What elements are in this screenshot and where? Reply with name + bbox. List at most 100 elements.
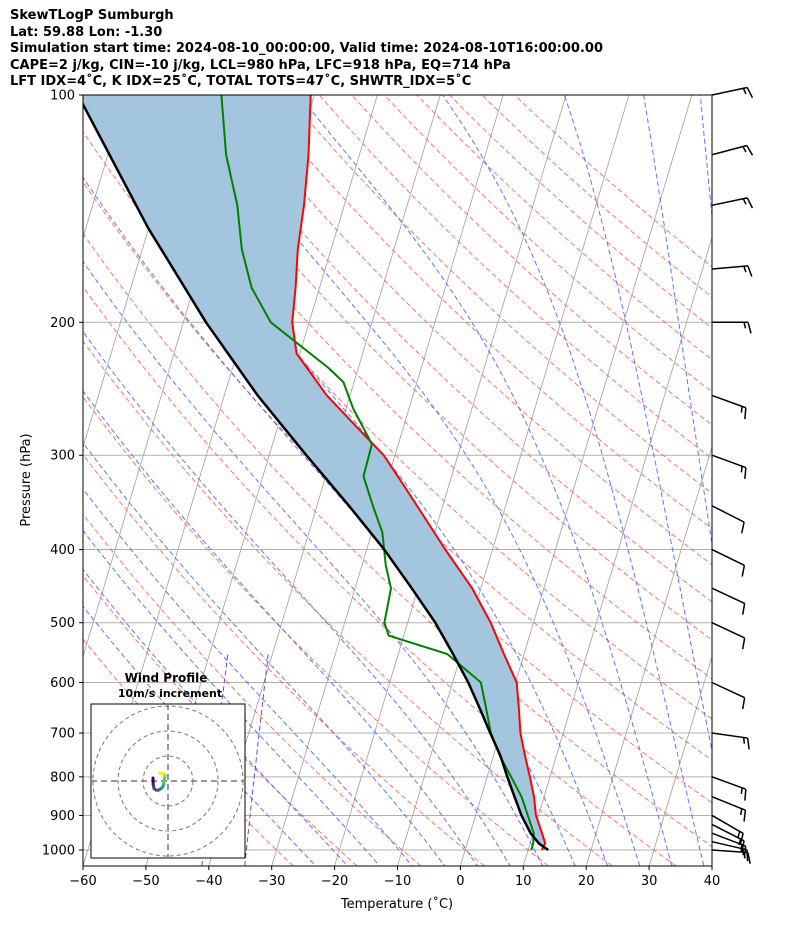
dry-adiabat	[83, 285, 677, 866]
isotherm-line	[460, 95, 693, 866]
indices-line-1: CAPE=2 j/kg, CIN=-10 j/kg, LCL=980 hPa, …	[10, 57, 511, 73]
wind-barb	[711, 86, 754, 98]
wind-barb	[711, 144, 754, 156]
y-tick-label: 100	[50, 89, 75, 104]
moist-adiabat	[83, 605, 317, 866]
dry-adiabat	[188, 95, 712, 603]
y-tick-label: 400	[50, 543, 75, 558]
wind-barb	[711, 776, 747, 801]
x-tick-label: −10	[384, 874, 411, 889]
dry-adiabat	[351, 95, 712, 426]
y-tick-label: 300	[50, 449, 75, 464]
location-line: Lat: 59.88 Lon: -1.30	[10, 24, 163, 40]
y-tick-label: 200	[50, 316, 75, 331]
dry-adiabat	[383, 95, 712, 393]
hodograph-title: Wind Profile	[125, 671, 208, 685]
dry-adiabat	[83, 340, 613, 866]
hodograph-ring	[117, 730, 219, 832]
x-tick-label: 0	[456, 874, 464, 889]
dry-adiabat	[514, 95, 712, 268]
moist-adiabat	[83, 330, 511, 866]
isotherm-line	[711, 864, 712, 866]
x-tick-label: 30	[641, 874, 658, 889]
x-axis-label: Temperature (˚C)	[340, 896, 453, 912]
x-tick-label: 40	[704, 874, 721, 889]
dry-adiabat	[318, 95, 712, 460]
moist-adiabat	[83, 176, 576, 866]
shaded-area	[83, 95, 549, 850]
wind-barb	[711, 394, 747, 420]
dry-adiabat	[416, 95, 712, 361]
isotherm-line	[522, 236, 712, 866]
moist-adiabat	[746, 95, 794, 881]
y-tick-label: 600	[50, 676, 75, 691]
dewpoint-line	[220, 95, 535, 851]
moist-adiabat	[563, 95, 712, 754]
x-tick-label: 20	[578, 874, 595, 889]
moist-adiabat	[83, 260, 544, 866]
isotherm-line	[585, 445, 712, 866]
temperature-line	[291, 95, 547, 851]
dry-adiabat	[83, 453, 485, 866]
moist-adiabat	[95, 95, 609, 866]
dry-adiabat	[123, 95, 712, 680]
moist-adiabat	[442, 95, 705, 866]
wind-barb	[711, 454, 747, 479]
wind-barb	[711, 732, 750, 750]
moist-adiabat	[83, 568, 349, 866]
y-tick-label: 800	[50, 770, 75, 785]
isotherm-line	[83, 95, 127, 239]
hodograph-ring	[92, 705, 244, 857]
wind-barb	[711, 622, 746, 650]
axes: −60 −50 −40 −30 −20 −10 0 10 20 30 40 1000 900 800 700…	[42, 89, 720, 890]
chart-header: SkewTLogP Sumburgh Lat: 59.88 Lon: -1.30…	[10, 8, 603, 91]
isotherm-line	[334, 95, 567, 866]
wind-barb	[711, 681, 746, 710]
hodograph-ring	[142, 755, 194, 807]
wind-barb	[711, 197, 754, 209]
wind-barb	[711, 814, 744, 845]
wind-barb	[711, 505, 745, 534]
dry-adiabat	[83, 396, 549, 866]
wind-barb	[712, 321, 752, 334]
wind-barb	[711, 587, 746, 615]
dry-adiabat	[90, 95, 712, 720]
isotherm-line	[208, 95, 441, 866]
moist-adiabat	[83, 488, 413, 866]
hodograph-inset: Wind Profile 10m/s increment	[90, 671, 246, 859]
y-tick-label: 700	[50, 727, 75, 742]
y-tick-label: 900	[50, 809, 75, 824]
y-tick-label: 1000	[42, 844, 75, 859]
hodograph-subtitle: 10m/s increment	[118, 687, 222, 700]
moist-adiabat	[298, 95, 673, 866]
x-tick-label: −50	[132, 874, 159, 889]
moist-adiabat	[182, 95, 641, 866]
hodograph-segment	[158, 771, 165, 775]
parcel-line	[83, 101, 549, 852]
y-tick-label: 500	[50, 616, 75, 631]
wind-barb	[711, 823, 745, 853]
wind-barb	[711, 796, 747, 822]
isotherm-line	[648, 655, 712, 866]
dry-adiabat	[481, 95, 712, 298]
moist-adiabat	[83, 390, 478, 866]
wind-barb	[711, 265, 753, 277]
mixing-ratio-line	[244, 653, 269, 866]
y-axis-label: Pressure (hPa)	[19, 433, 34, 526]
dry-adiabat	[286, 95, 712, 494]
dry-adiabat	[155, 95, 712, 641]
x-tick-label: −60	[69, 874, 96, 889]
wind-barb	[711, 548, 746, 577]
x-tick-label: −30	[258, 874, 285, 889]
x-tick-label: 10	[515, 874, 532, 889]
dry-adiabat	[83, 513, 422, 866]
chart-title: SkewTLogP Sumburgh	[10, 8, 174, 23]
moist-adiabat	[699, 95, 712, 221]
moist-adiabat	[83, 442, 446, 866]
wind-barbs	[711, 86, 754, 864]
x-tick-label: −20	[321, 874, 348, 889]
plot-area	[83, 95, 794, 881]
indices-line-2: LFT IDX=4˚C, K IDX=25˚C, TOTAL TOTS=47˚C…	[10, 74, 472, 89]
x-tick-label: −40	[195, 874, 222, 889]
